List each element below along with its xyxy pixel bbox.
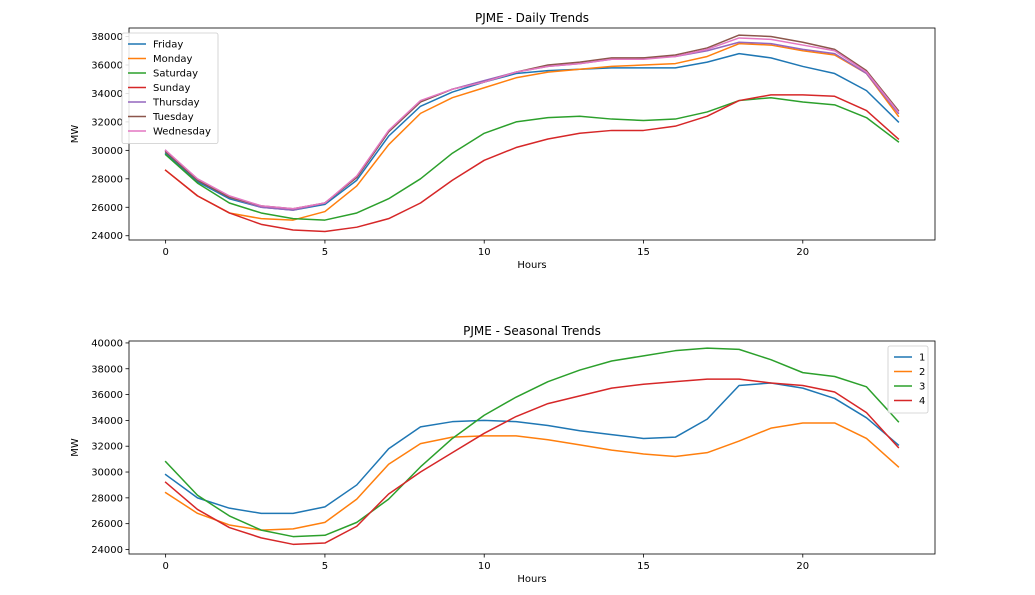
- y-tick-label: 34000: [91, 416, 123, 427]
- y-axis-label: MW: [70, 125, 81, 144]
- x-axis-label: Hours: [517, 574, 546, 585]
- chart-title: PJME - Daily Trends: [475, 11, 589, 25]
- y-tick-label: 36000: [91, 390, 123, 401]
- y-axis-label: MW: [70, 438, 81, 457]
- y-tick-label: 38000: [91, 32, 123, 43]
- y-tick-label: 34000: [91, 89, 123, 100]
- series-line-tuesday: [164, 34, 900, 210]
- x-tick-label: 0: [162, 561, 168, 572]
- series-line-sunday: [164, 94, 900, 233]
- y-tick-label: 28000: [91, 174, 123, 185]
- y-tick-label: 38000: [91, 364, 123, 375]
- x-tick-label: 5: [322, 247, 328, 258]
- chart-title: PJME - Seasonal Trends: [463, 324, 601, 338]
- y-tick-label: 24000: [91, 545, 123, 556]
- y-tick-label: 32000: [91, 117, 123, 128]
- y-tick-label: 28000: [91, 493, 123, 504]
- x-tick-label: 15: [637, 247, 650, 258]
- y-tick-label: 26000: [91, 519, 123, 530]
- series-line-4: [164, 378, 900, 546]
- x-tick-label: 15: [637, 561, 650, 572]
- x-tick-label: 20: [796, 247, 809, 258]
- legend-label: Friday: [153, 40, 183, 51]
- y-tick-label: 30000: [91, 146, 123, 157]
- y-tick-label: 32000: [91, 442, 123, 453]
- y-tick-label: 30000: [91, 468, 123, 479]
- x-tick-label: 10: [478, 247, 491, 258]
- legend-label: Wednesday: [153, 127, 211, 138]
- x-tick-label: 20: [796, 561, 809, 572]
- x-axis-label: Hours: [517, 260, 546, 271]
- legend-label: 3: [919, 382, 925, 393]
- x-tick-label: 10: [478, 561, 491, 572]
- legend: 1 2 3 4: [887, 345, 929, 414]
- legend-box: [887, 345, 929, 414]
- series-line-1: [164, 382, 900, 515]
- legend-label: 1: [919, 353, 925, 364]
- series-line-wednesday: [164, 37, 900, 210]
- legend-label: Sunday: [153, 83, 190, 94]
- series-line-thursday: [164, 41, 900, 211]
- y-tick-label: 36000: [91, 60, 123, 71]
- series-line-3: [164, 347, 900, 538]
- plot-frame: [128, 27, 936, 241]
- plot-frame: [128, 340, 936, 555]
- series-line-friday: [164, 52, 900, 211]
- x-tick-label: 0: [162, 247, 168, 258]
- legend-label: Saturday: [153, 69, 198, 80]
- daily-trends-chart: 0 5 10 15 20 24000 26000 28000 30000 32000 34000 36…: [70, 11, 936, 271]
- y-tick-label: 26000: [91, 203, 123, 214]
- y-tick-label: 24000: [91, 231, 123, 242]
- series-line-monday: [164, 42, 900, 221]
- legend-label: Tuesday: [152, 112, 194, 123]
- legend-label: Thursday: [152, 98, 200, 109]
- series-line-saturday: [164, 96, 900, 221]
- y-tick-label: 40000: [91, 338, 123, 349]
- x-tick-label: 5: [322, 561, 328, 572]
- legend-label: 4: [919, 396, 925, 407]
- series-line-2: [164, 422, 900, 531]
- legend: Friday Monday Saturday Sunday Thursday Tuesda…: [121, 32, 219, 144]
- legend-label: Monday: [153, 54, 193, 65]
- seasonal-trends-chart: 0 5 10 15 20 24000 26000 28000 30000 32000 34000 36…: [70, 324, 936, 585]
- legend-label: 2: [919, 367, 925, 378]
